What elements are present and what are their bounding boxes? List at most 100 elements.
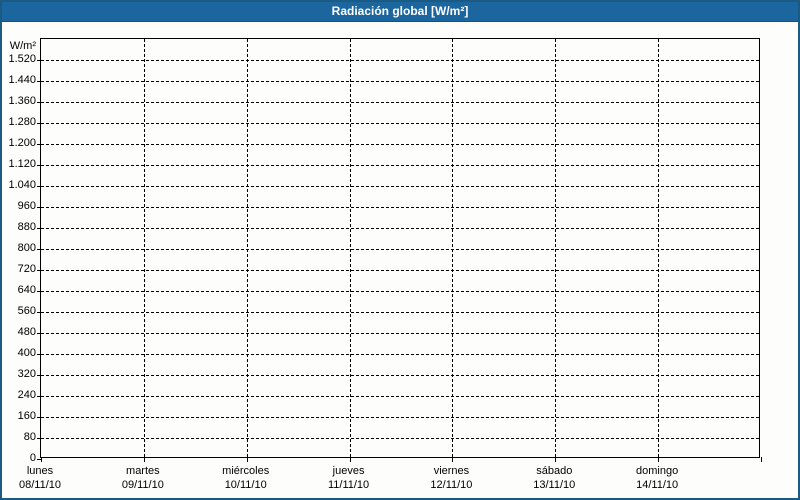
- y-tick-label: 1.280: [8, 116, 36, 128]
- y-grid-line: [41, 270, 759, 271]
- y-axis-tick: [37, 165, 41, 166]
- y-grid-line: [41, 60, 759, 61]
- x-day-name: jueves: [332, 465, 365, 477]
- y-axis-tick: [37, 81, 41, 82]
- chart-title: Radiación global [W/m²]: [331, 4, 469, 18]
- x-day-name: lunes: [26, 465, 54, 477]
- y-grid-line: [41, 396, 759, 397]
- x-axis-tick: [658, 457, 660, 462]
- x-day-date: 13/11/10: [533, 479, 576, 491]
- y-tick-label: 80: [23, 431, 36, 443]
- x-day-date: 09/11/10: [121, 479, 164, 491]
- y-axis-tick: [37, 207, 41, 208]
- y-grid-line: [41, 312, 759, 313]
- x-day-name: martes: [126, 465, 160, 477]
- y-tick-label: 320: [17, 368, 36, 380]
- x-day-label: viernes 12/11/10: [405, 464, 497, 492]
- y-axis-tick: [37, 333, 41, 334]
- x-axis-tick: [555, 457, 557, 462]
- y-tick-label: 240: [17, 389, 36, 401]
- x-axis-tick: [452, 457, 454, 462]
- y-grid-line: [41, 123, 759, 124]
- y-tick-label: 1.360: [8, 95, 36, 107]
- y-tick-label: 400: [17, 347, 36, 359]
- y-tick-label: 1.520: [8, 53, 36, 65]
- x-grid-line: [349, 39, 351, 457]
- y-grid-line: [41, 165, 759, 166]
- x-day-label: domingo 14/11/10: [611, 464, 703, 492]
- y-grid-line: [41, 375, 759, 376]
- chart-area: W/m² 0 80 160 240 320 400 480 560 640 720 800 880 96…: [2, 22, 798, 498]
- x-day-label: miércoles 10/11/10: [200, 464, 292, 492]
- x-day-name: viernes: [433, 465, 470, 477]
- x-axis-tick: [41, 457, 42, 462]
- x-day-date: 11/11/10: [327, 479, 370, 491]
- y-grid-line: [41, 102, 759, 103]
- y-tick-label: 560: [17, 305, 36, 317]
- y-tick-label: 1.200: [8, 137, 36, 149]
- y-axis-tick: [37, 144, 41, 145]
- y-axis-tick: [37, 270, 41, 271]
- y-axis-tick: [37, 354, 41, 355]
- x-day-name: sábado: [536, 465, 573, 477]
- y-axis-unit-label: W/m²: [9, 40, 36, 52]
- x-grid-line: [246, 39, 248, 457]
- y-tick-label: 640: [17, 284, 36, 296]
- y-tick-label: 720: [17, 263, 36, 275]
- plot-area: [37, 38, 762, 462]
- x-day-name: miércoles: [222, 465, 270, 477]
- y-axis-tick: [37, 438, 41, 439]
- x-axis-tick: [143, 457, 145, 462]
- y-grid-line: [41, 291, 759, 292]
- y-tick-label: 1.040: [8, 179, 36, 191]
- x-day-date: 14/11/10: [636, 479, 679, 491]
- title-bar: Radiación global [W/m²]: [2, 2, 798, 22]
- y-axis-tick: [37, 312, 41, 313]
- y-axis-tick: [37, 102, 41, 103]
- y-axis-tick: [37, 249, 41, 250]
- x-axis-tick: [246, 457, 248, 462]
- x-grid-line: [452, 39, 454, 457]
- y-tick-label: 160: [17, 410, 36, 422]
- y-axis-tick: [37, 291, 41, 292]
- x-day-label: sábado 13/11/10: [508, 464, 600, 492]
- x-grid-line: [555, 39, 557, 457]
- y-axis-tick: [37, 396, 41, 397]
- x-day-date: 12/11/10: [430, 479, 473, 491]
- x-day-label: jueves 11/11/10: [303, 464, 395, 492]
- x-day-date: 10/11/10: [224, 479, 267, 491]
- y-axis-tick: [37, 375, 41, 376]
- x-day-label: lunes 08/11/10: [2, 464, 86, 492]
- y-grid-line: [41, 186, 759, 187]
- y-grid-line: [41, 354, 759, 355]
- y-tick-label: 0: [29, 452, 36, 464]
- x-axis-tick: [349, 457, 351, 462]
- y-grid-line: [41, 333, 759, 334]
- y-grid-line: [41, 81, 759, 82]
- y-tick-label: 480: [17, 326, 36, 338]
- y-grid-line: [41, 207, 759, 208]
- y-tick-label: 800: [17, 242, 36, 254]
- y-grid-line: [41, 438, 759, 439]
- x-day-label: martes 09/11/10: [97, 464, 189, 492]
- y-grid-line: [41, 228, 759, 229]
- y-grid-line: [41, 417, 759, 418]
- x-grid-line: [658, 39, 660, 457]
- x-day-name: domingo: [636, 465, 679, 477]
- x-axis-tick: [761, 457, 762, 462]
- y-tick-label: 1.440: [8, 74, 36, 86]
- y-grid-line: [41, 144, 759, 145]
- x-day-date: 08/11/10: [18, 479, 61, 491]
- x-grid-line: [143, 39, 145, 457]
- y-tick-label: 960: [17, 200, 36, 212]
- y-tick-label: 1.120: [8, 158, 36, 170]
- y-grid-line: [41, 249, 759, 250]
- y-tick-label: 880: [17, 221, 36, 233]
- y-axis-tick: [37, 60, 41, 61]
- y-axis-tick: [37, 459, 41, 460]
- y-axis-tick: [37, 123, 41, 124]
- y-axis-tick: [37, 228, 41, 229]
- y-axis-tick: [37, 186, 41, 187]
- y-axis-tick: [37, 417, 41, 418]
